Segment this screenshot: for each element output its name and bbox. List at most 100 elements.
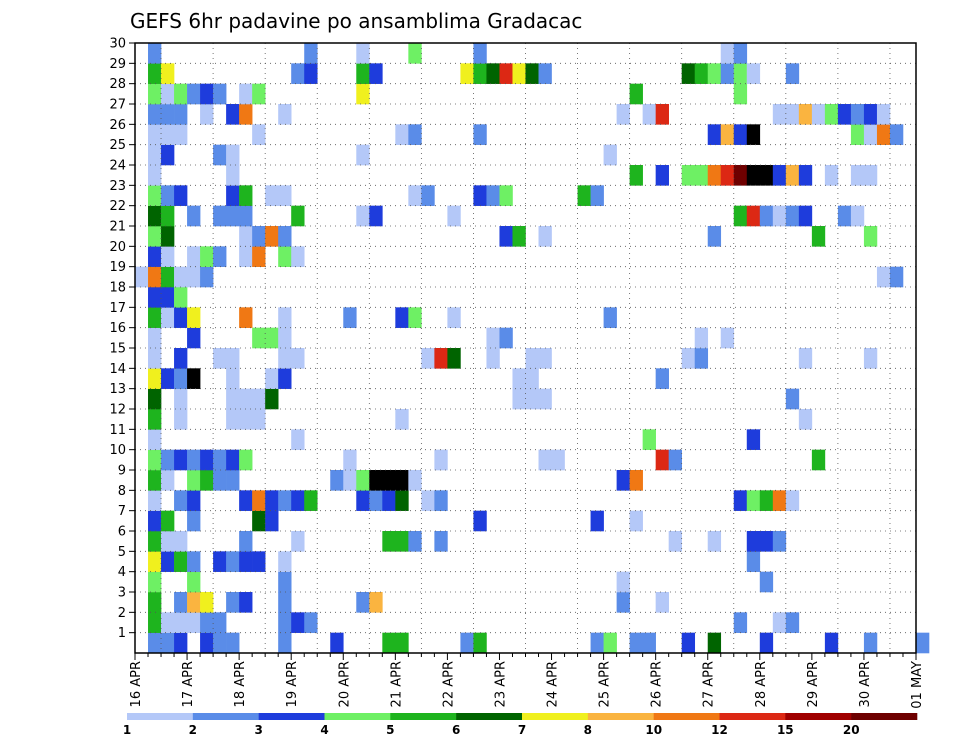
heatmap-cell <box>746 63 761 84</box>
heatmap-cell <box>473 510 487 532</box>
heatmap-cell <box>356 83 370 105</box>
heatmap-cell <box>694 327 709 349</box>
heatmap-cell <box>161 144 175 166</box>
heatmap-cell <box>291 205 305 227</box>
heatmap-cell <box>278 612 292 633</box>
heatmap-cell <box>200 612 227 633</box>
heatmap-cell <box>304 63 318 84</box>
y-tick-label: 10 <box>109 443 126 458</box>
x-tick-label: 27 APR <box>702 661 717 707</box>
y-tick-label: 27 <box>109 98 126 113</box>
heatmap-cell <box>447 307 461 328</box>
heatmap-cell <box>798 104 813 125</box>
heatmap-cell <box>239 226 253 247</box>
heatmap-cell <box>629 165 643 186</box>
heatmap-cell <box>252 83 266 105</box>
heatmap-cell <box>161 632 175 654</box>
heatmap-cell <box>694 63 709 84</box>
heatmap-cell <box>746 165 761 186</box>
heatmap-cell <box>473 632 487 654</box>
heatmap-cell <box>785 104 800 125</box>
heatmap-cell <box>707 165 722 186</box>
y-tick-label: 28 <box>109 77 126 92</box>
heatmap-cell <box>408 124 422 145</box>
heatmap-cell <box>759 571 774 593</box>
heatmap-cell <box>876 266 891 288</box>
heatmap-cell <box>148 449 162 471</box>
heatmap-cell <box>213 246 227 267</box>
heatmap-cell <box>434 348 448 369</box>
y-tick-label: 16 <box>109 321 126 336</box>
y-tick-label: 19 <box>109 260 126 275</box>
heatmap-cell <box>785 205 800 227</box>
heatmap-cell <box>889 266 904 288</box>
heatmap-cell <box>655 592 669 613</box>
x-tick-label: 17 APR <box>181 661 196 707</box>
heatmap-cell <box>226 470 240 491</box>
heatmap-cell <box>330 632 344 654</box>
y-axis: 1234567891011121314151617181920212223242… <box>109 37 135 641</box>
heatmap-cell <box>148 205 162 227</box>
heatmap-cell <box>174 83 188 105</box>
heatmap-cell <box>720 43 735 64</box>
x-tick-label: 18 APR <box>233 661 248 707</box>
heatmap-cell <box>252 124 266 145</box>
heatmap-cell <box>616 592 630 613</box>
heatmap-cell <box>616 470 630 491</box>
colorbar-swatch <box>522 713 589 720</box>
heatmap-cell <box>512 63 526 84</box>
heatmap-cell <box>785 490 800 511</box>
heatmap-cell <box>239 307 253 328</box>
heatmap-cell <box>499 226 513 247</box>
heatmap-cell <box>603 307 617 328</box>
heatmap-cell <box>239 104 253 125</box>
heatmap-cell <box>707 124 722 145</box>
heatmap-cell <box>265 368 279 389</box>
heatmap-cell <box>681 348 696 369</box>
heatmap-cell <box>148 43 162 64</box>
heatmap-cell <box>603 632 617 654</box>
heatmap-cell <box>187 449 201 471</box>
heatmap-cell <box>486 185 500 206</box>
heatmap-cell <box>161 246 175 267</box>
heatmap-cell <box>174 348 188 369</box>
heatmap-cell <box>265 510 279 532</box>
heatmap-cell <box>148 612 162 633</box>
heatmap-cell <box>382 490 396 511</box>
heatmap-cell <box>161 368 175 389</box>
heatmap-cell <box>174 632 188 654</box>
heatmap-cell <box>200 470 214 491</box>
heatmap-cell <box>837 104 852 125</box>
colorbar-tick-label: 15 <box>777 723 794 737</box>
heatmap-cell <box>200 104 214 125</box>
heatmap-cell <box>148 83 162 105</box>
heatmap-cell <box>863 104 878 125</box>
heatmap-cell <box>148 144 162 166</box>
heatmap-cell <box>863 124 878 145</box>
colorbar-tick-label: 6 <box>452 723 460 737</box>
heatmap-cell <box>265 388 279 410</box>
heatmap-cell <box>369 490 383 511</box>
y-tick-label: 5 <box>118 545 126 560</box>
heatmap-cell <box>889 124 904 145</box>
heatmap-cell <box>148 226 162 247</box>
heatmap-cell <box>187 592 201 613</box>
heatmap-cell <box>226 165 240 186</box>
heatmap-cell <box>174 287 188 308</box>
heatmap-cell <box>213 83 227 105</box>
heatmap-cell <box>291 429 305 450</box>
heatmap-cell <box>395 124 409 145</box>
heatmap-cell <box>174 449 188 471</box>
grid-layer <box>135 43 916 653</box>
heatmap-cell <box>252 327 279 349</box>
heatmap-cell <box>187 368 201 389</box>
y-tick-label: 18 <box>109 281 126 296</box>
heatmap-cell <box>916 632 930 654</box>
heatmap-cell <box>278 327 292 349</box>
heatmap-cell <box>694 348 709 369</box>
heatmap-cell <box>239 449 253 471</box>
heatmap-cell <box>200 266 214 288</box>
heatmap-cell <box>850 124 865 145</box>
heatmap-cell <box>213 348 240 369</box>
heatmap-cell <box>291 612 305 633</box>
